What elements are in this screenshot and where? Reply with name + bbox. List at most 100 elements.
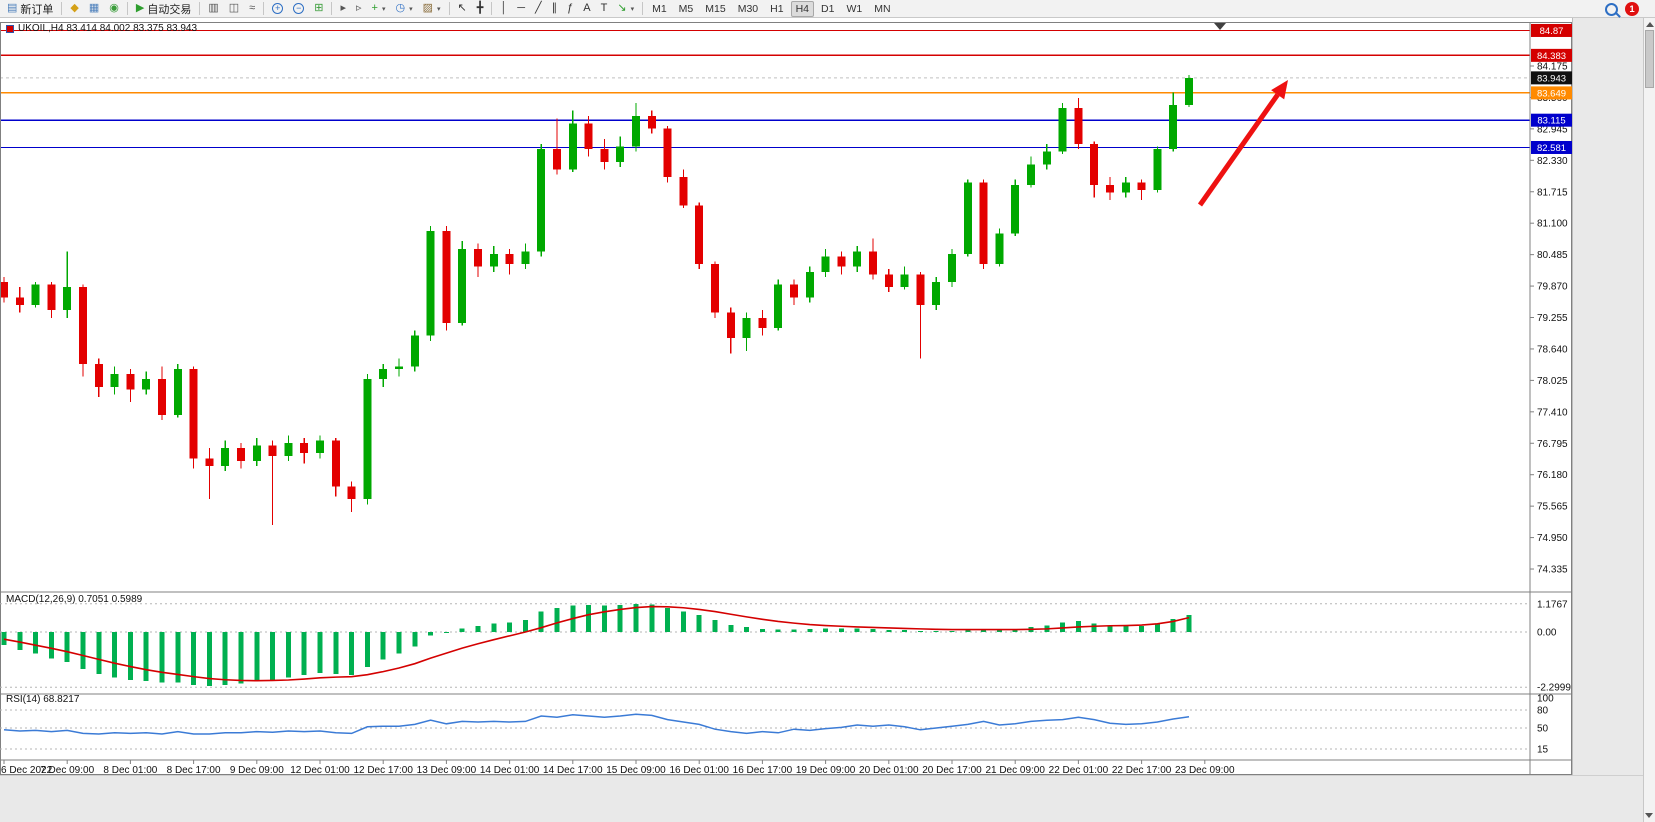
bar-chart-mode-button[interactable]: ▥ bbox=[203, 0, 223, 18]
candle-body bbox=[521, 251, 530, 265]
candle-body bbox=[584, 123, 593, 150]
zoom-in-icon: + bbox=[272, 3, 284, 14]
window-side-area bbox=[1572, 18, 1643, 775]
candle-body bbox=[1137, 182, 1146, 190]
cursor-button[interactable]: ↖ bbox=[453, 0, 472, 18]
candle-body bbox=[1074, 108, 1083, 144]
zoom-in-button[interactable]: + bbox=[267, 0, 288, 18]
templates-caret-icon: ▾ bbox=[436, 5, 441, 13]
rsi-title: RSI(14) 68.8217 bbox=[6, 694, 80, 705]
price-axis-label: 80.485 bbox=[1537, 250, 1568, 261]
fibonacci-button[interactable]: ƒ bbox=[562, 0, 578, 18]
candle-body bbox=[63, 287, 72, 311]
indicators-icon: + bbox=[371, 2, 378, 14]
text-button[interactable]: A bbox=[578, 0, 595, 18]
candle-body bbox=[1090, 143, 1099, 185]
timeframe-m30-button[interactable]: M30 bbox=[737, 2, 759, 15]
candle-body bbox=[995, 233, 1004, 265]
price-axis-label: 81.715 bbox=[1537, 187, 1568, 198]
profiles-button[interactable]: ▦ bbox=[84, 0, 104, 18]
candle-body bbox=[679, 177, 688, 206]
zoom-out-button[interactable]: − bbox=[288, 0, 309, 18]
arrow-objects-button[interactable]: ↘ ▾ bbox=[612, 0, 639, 18]
timeframe-w1-button[interactable]: W1 bbox=[846, 2, 863, 15]
vertical-scrollbar[interactable] bbox=[1643, 18, 1655, 822]
time-axis-label: 14 Dec 17:00 bbox=[543, 765, 603, 775]
new-order-icon: ▤ bbox=[7, 2, 18, 14]
time-axis-label: 14 Dec 01:00 bbox=[480, 765, 540, 775]
timeframe-d1-button[interactable]: D1 bbox=[821, 2, 835, 15]
timeframe-m1-button[interactable]: M1 bbox=[652, 2, 667, 15]
price-axis-label: 81.100 bbox=[1537, 219, 1568, 230]
candle-body bbox=[695, 205, 704, 265]
charts-cascade-button[interactable]: ◆ bbox=[65, 0, 83, 18]
scroll-thumb[interactable] bbox=[1645, 30, 1654, 88]
time-axis-label: 9 Dec 09:00 bbox=[230, 765, 284, 775]
timeframe-m5-button[interactable]: M5 bbox=[678, 2, 694, 15]
timeframe-h1-button[interactable]: H1 bbox=[770, 2, 784, 15]
new-order-button[interactable]: ▤ 新订单 bbox=[2, 0, 58, 18]
candle-body bbox=[442, 230, 451, 323]
time-axis-label: 13 Dec 09:00 bbox=[417, 765, 477, 775]
trendline-button[interactable]: ╱ bbox=[530, 0, 547, 18]
zoom-out-icon: − bbox=[293, 3, 305, 14]
candle-body bbox=[489, 253, 498, 267]
candle-body bbox=[31, 284, 40, 305]
price-axis-label: 78.640 bbox=[1537, 344, 1568, 355]
chart-shift-button[interactable]: ▹ bbox=[351, 0, 367, 18]
toolbar-separator bbox=[263, 2, 265, 15]
chart-shift-icon: ▹ bbox=[355, 2, 362, 14]
candle-body bbox=[15, 297, 24, 305]
candle-body bbox=[1027, 164, 1035, 185]
candle-body bbox=[553, 149, 561, 170]
arrow-objects-icon: ↘ bbox=[617, 2, 627, 14]
periods-button[interactable]: ◷ ▾ bbox=[390, 0, 417, 18]
toolbar-separator bbox=[331, 2, 333, 15]
time-axis-label: 22 Dec 01:00 bbox=[1049, 765, 1109, 775]
candle-body bbox=[726, 312, 735, 339]
scroll-up-icon[interactable] bbox=[1645, 22, 1654, 27]
candle-body bbox=[900, 274, 909, 288]
candle-body bbox=[268, 445, 277, 456]
crosshair-button[interactable]: ╋ bbox=[472, 0, 489, 18]
search-icon[interactable] bbox=[1605, 2, 1618, 16]
data-window-button[interactable]: ◉ bbox=[104, 0, 124, 18]
fibonacci-icon: ƒ bbox=[567, 2, 574, 14]
trend-arrow bbox=[1197, 93, 1280, 207]
autotrading-button[interactable]: ▶ 自动交易 bbox=[131, 0, 196, 18]
chart-background bbox=[0, 18, 1572, 775]
time-axis-label: 16 Dec 17:00 bbox=[733, 765, 793, 775]
candle-chart-mode-button[interactable]: ◫ bbox=[224, 0, 244, 18]
equidistant-channel-button[interactable]: ∥ bbox=[547, 0, 563, 18]
timeframe-mn-button[interactable]: MN bbox=[874, 2, 891, 15]
timeframe-m15-button[interactable]: M15 bbox=[705, 2, 726, 15]
templates-icon: ▨ bbox=[422, 2, 433, 14]
notification-badge[interactable]: 1 bbox=[1625, 2, 1639, 16]
horizontal-line-button[interactable]: ─ bbox=[512, 0, 530, 18]
vertical-line-button[interactable]: │ bbox=[495, 0, 512, 18]
candle-body bbox=[237, 448, 245, 461]
candle-body bbox=[869, 251, 877, 275]
macd-axis-label: 0.00 bbox=[1537, 628, 1557, 639]
text-label-button[interactable]: T bbox=[596, 0, 613, 18]
scroll-down-icon[interactable] bbox=[1645, 813, 1653, 818]
time-axis-label: 22 Dec 17:00 bbox=[1112, 765, 1172, 775]
candle-body bbox=[1153, 149, 1162, 190]
auto-scroll-icon: ▸ bbox=[340, 2, 346, 14]
price-line-badge-label: 83.943 bbox=[1537, 73, 1566, 84]
new-order-label: 新订单 bbox=[20, 3, 54, 16]
candle-body bbox=[647, 115, 656, 129]
line-chart-mode-button[interactable]: ≈ bbox=[244, 0, 260, 18]
price-line-badge bbox=[1531, 23, 1572, 37]
timeframe-h4-button[interactable]: H4 bbox=[790, 0, 815, 17]
macd-title: MACD(12,26,9) 0.7051 0.5989 bbox=[6, 594, 143, 605]
indicators-button[interactable]: + ▾ bbox=[367, 0, 391, 18]
price-line-badge-label: 83.649 bbox=[1537, 88, 1566, 99]
candle-body bbox=[158, 379, 166, 415]
auto-scroll-button[interactable]: ▸ bbox=[335, 0, 351, 18]
macd-signal-line bbox=[3, 605, 1190, 682]
templates-button[interactable]: ▨ ▾ bbox=[418, 0, 446, 18]
tile-windows-button[interactable]: ⊞ bbox=[309, 0, 328, 18]
price-line-badge bbox=[1531, 71, 1572, 85]
